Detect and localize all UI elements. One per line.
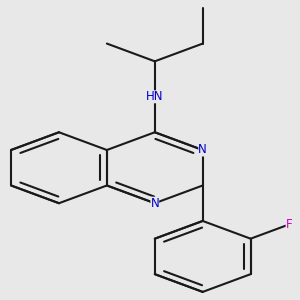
Text: N: N: [150, 197, 159, 210]
Text: HN: HN: [146, 90, 164, 103]
Text: F: F: [286, 218, 292, 231]
Text: N: N: [198, 143, 207, 157]
